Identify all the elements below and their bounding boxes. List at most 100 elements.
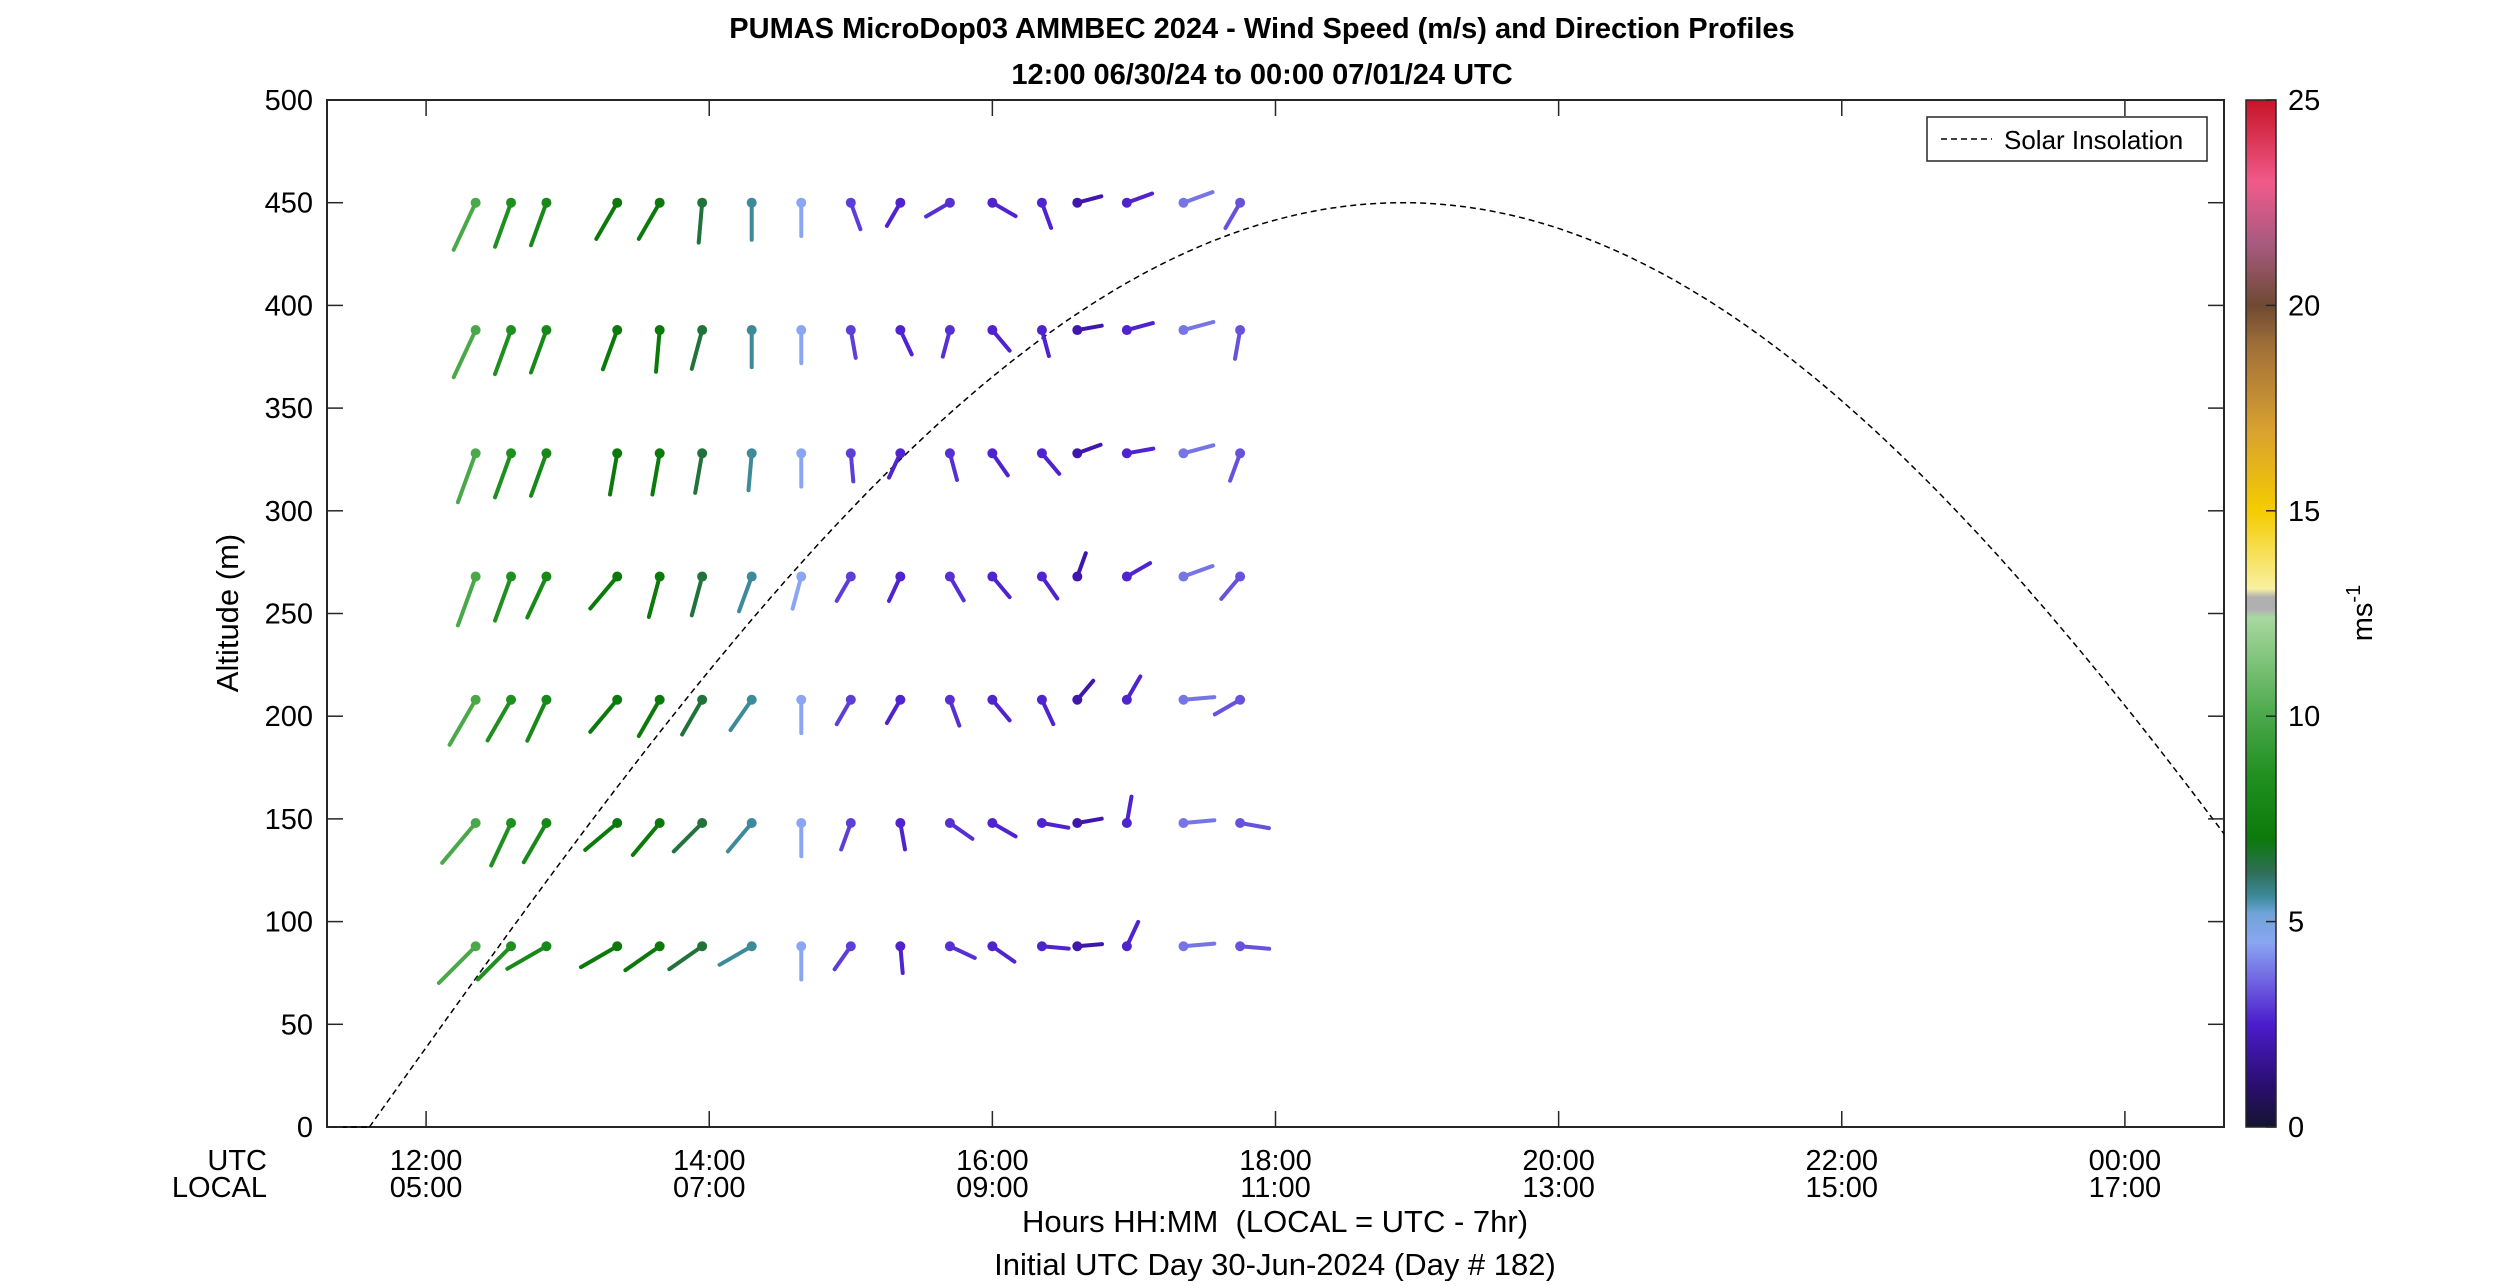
colorbar-tick-label: 25: [2288, 85, 2320, 117]
wind-vector-dot: [697, 325, 707, 335]
x-row-label-local: LOCAL: [172, 1172, 267, 1204]
wind-vector-dot: [895, 448, 905, 458]
y-tick-label: 500: [265, 85, 313, 117]
y-tick-label: 200: [265, 701, 313, 733]
wind-vector-dot: [506, 325, 516, 335]
y-tick-label: 450: [265, 188, 313, 220]
wind-vector-dot: [796, 818, 806, 828]
wind-vector-dot: [1235, 941, 1245, 951]
wind-vector-dot: [612, 448, 622, 458]
x-tick-label-local: 07:00: [673, 1172, 746, 1204]
wind-vector-dot: [1122, 198, 1132, 208]
wind-vector-dot: [747, 941, 757, 951]
wind-vector-dot: [846, 572, 856, 582]
wind-vector-dot: [987, 695, 997, 705]
wind-vector-dot: [506, 695, 516, 705]
wind-vector-dot: [1072, 325, 1082, 335]
wind-vector-dot: [895, 325, 905, 335]
wind-vector-dot: [471, 325, 481, 335]
wind-vector-dot: [945, 448, 955, 458]
wind-vector-dot: [796, 572, 806, 582]
wind-vector-dot: [895, 695, 905, 705]
wind-vector-dot: [846, 695, 856, 705]
wind-vector-dot: [987, 941, 997, 951]
wind-vector-dot: [655, 198, 665, 208]
wind-vector-dot: [747, 695, 757, 705]
wind-vector-dot: [1235, 695, 1245, 705]
wind-vector-dot: [1072, 198, 1082, 208]
wind-vector-dot: [1235, 325, 1245, 335]
colorbar-tick-label: 20: [2288, 290, 2320, 322]
wind-vector-dot: [506, 572, 516, 582]
x-tick-label-local: 13:00: [1522, 1172, 1595, 1204]
wind-vector-dot: [471, 448, 481, 458]
x-tick-label-local: 05:00: [390, 1172, 463, 1204]
chart-title-line1: PUMAS MicroDop03 AMMBEC 2024 - Wind Spee…: [729, 13, 1794, 45]
wind-vector-dot: [471, 198, 481, 208]
wind-vector-dot: [1235, 572, 1245, 582]
x-tick-label-local: 17:00: [2089, 1172, 2162, 1204]
wind-vector-dot: [796, 448, 806, 458]
wind-vector-dot: [697, 198, 707, 208]
wind-vector-dot: [945, 695, 955, 705]
wind-vector-dot: [1037, 695, 1047, 705]
wind-vector-dot: [846, 448, 856, 458]
wind-vector-dot: [1037, 818, 1047, 828]
wind-vector-dot: [1037, 448, 1047, 458]
wind-vector-dot: [655, 941, 665, 951]
wind-vector-dot: [1122, 941, 1132, 951]
wind-vector-dot: [945, 198, 955, 208]
wind-vector-dot: [1122, 818, 1132, 828]
wind-vector-dot: [1235, 448, 1245, 458]
colorbar-label: ms-1: [2343, 585, 2379, 641]
wind-vector-dot: [1072, 695, 1082, 705]
wind-vector-dot: [846, 818, 856, 828]
colorbar-tick-label: 0: [2288, 1112, 2304, 1144]
wind-vector-dot: [612, 695, 622, 705]
wind-vector-dot: [1122, 572, 1132, 582]
wind-vector-dot: [1122, 448, 1132, 458]
x-tick-label-local: 15:00: [1805, 1172, 1878, 1204]
colorbar-tick-label: 5: [2288, 907, 2304, 939]
colorbar-tick-label: 10: [2288, 701, 2320, 733]
wind-vector-dot: [987, 572, 997, 582]
wind-vector-dot: [1037, 325, 1047, 335]
wind-vector-dot: [471, 695, 481, 705]
wind-vector-dot: [541, 198, 551, 208]
wind-vector-dot: [612, 941, 622, 951]
wind-vector-dot: [1178, 325, 1188, 335]
wind-vector-dot: [697, 572, 707, 582]
y-tick-label: 350: [265, 393, 313, 425]
wind-vector-dot: [655, 818, 665, 828]
colorbar-tick-label: 15: [2288, 496, 2320, 528]
wind-vector-dot: [612, 198, 622, 208]
wind-vector-dot: [506, 448, 516, 458]
y-tick-label: 150: [265, 804, 313, 836]
wind-vector-dot: [541, 448, 551, 458]
wind-vector-dot: [541, 818, 551, 828]
wind-vector-dot: [697, 941, 707, 951]
wind-vector-dot: [506, 941, 516, 951]
wind-vector-dot: [796, 695, 806, 705]
y-tick-label: 0: [297, 1112, 313, 1144]
y-tick-label: 100: [265, 907, 313, 939]
wind-vector-dot: [655, 695, 665, 705]
y-tick-label: 400: [265, 290, 313, 322]
wind-vector-dot: [846, 941, 856, 951]
wind-vector-dot: [987, 198, 997, 208]
wind-vector-dot: [1178, 198, 1188, 208]
x-tick-label-local: 11:00: [1240, 1172, 1310, 1204]
wind-vector-dot: [506, 198, 516, 208]
legend: Solar Insolation: [1927, 117, 2207, 161]
wind-vector-dot: [1178, 448, 1188, 458]
wind-vector-dot: [987, 325, 997, 335]
x-axis-label: Hours HH:MM (LOCAL = UTC - 7hr): [1022, 1204, 1528, 1239]
y-axis-label: Altitude (m): [210, 534, 245, 692]
wind-vector-dot: [1037, 941, 1047, 951]
wind-vector-dot: [655, 572, 665, 582]
wind-vector-dot: [612, 325, 622, 335]
colorbar-label-unit: ms: [2347, 603, 2379, 642]
colorbar-label-exponent: -1: [2343, 585, 2365, 603]
x-tick-label-local: 09:00: [956, 1172, 1029, 1204]
